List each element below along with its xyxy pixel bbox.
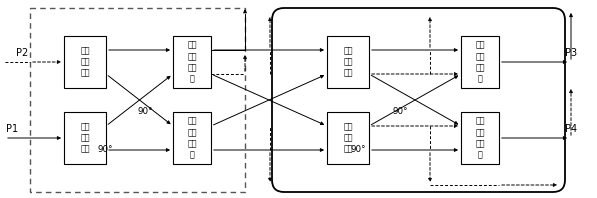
Text: P3: P3 [565, 48, 577, 58]
Bar [461, 36, 499, 88]
Text: 90°: 90° [137, 108, 153, 116]
Text: 二级
微波
电桥: 二级 微波 电桥 [343, 46, 353, 78]
Text: 一级
微波
电桥: 一级 微波 电桥 [80, 122, 90, 154]
Text: P2: P2 [16, 48, 28, 58]
Bar [461, 112, 499, 164]
Bar [173, 36, 211, 88]
Text: 一级
微波
电桥: 一级 微波 电桥 [80, 46, 90, 78]
Text: 一级
功率
合成
器: 一级 功率 合成 器 [187, 41, 197, 83]
Text: 90°: 90° [350, 146, 366, 154]
Text: 90°: 90° [392, 108, 408, 116]
Bar [327, 112, 369, 164]
Text: P1: P1 [6, 124, 18, 134]
Text: 二级
功率
合成
器: 二级 功率 合成 器 [475, 41, 485, 83]
Text: 90°: 90° [97, 146, 113, 154]
Bar [327, 36, 369, 88]
Bar [64, 36, 106, 88]
Bar [173, 112, 211, 164]
Bar [30, 8, 245, 192]
Text: 一级
功率
合成
器: 一级 功率 合成 器 [187, 117, 197, 159]
Text: 二级
功率
合成
器: 二级 功率 合成 器 [475, 117, 485, 159]
Bar [64, 112, 106, 164]
Text: 二级
微波
电桥: 二级 微波 电桥 [343, 122, 353, 154]
Text: P4: P4 [565, 124, 577, 134]
